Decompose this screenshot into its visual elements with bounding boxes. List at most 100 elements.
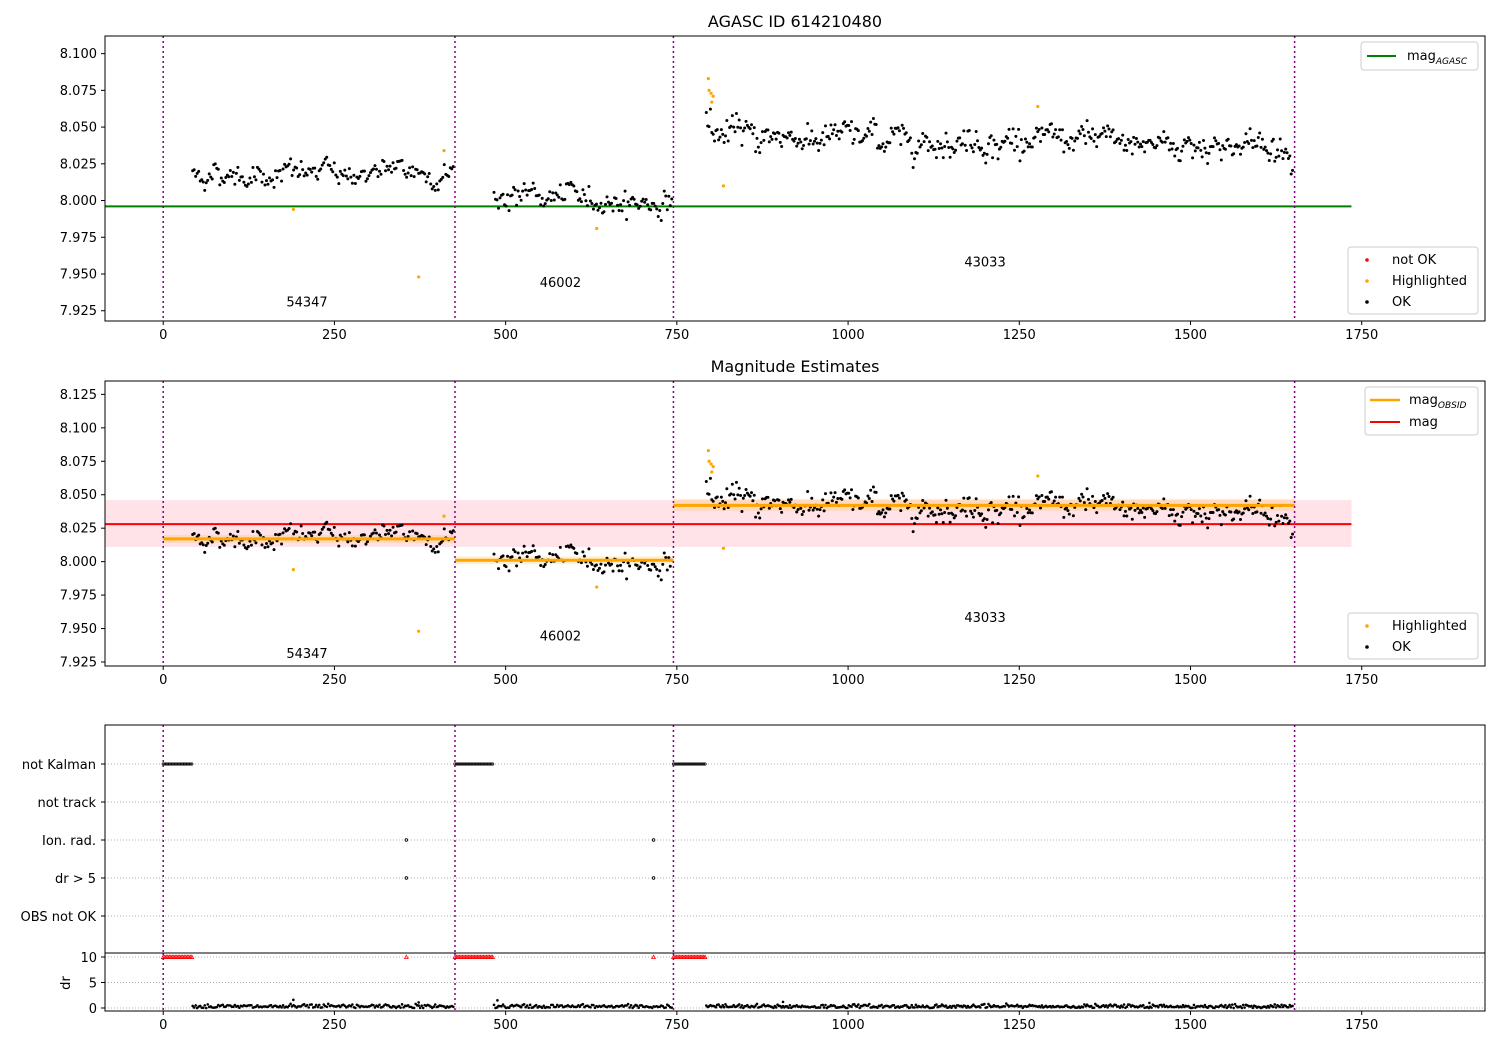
legend-not-ok-marker [1365,258,1369,262]
ok-point [1258,131,1262,135]
ok-point [1047,497,1051,501]
ok-point [605,195,609,199]
ok-point [533,549,537,553]
ok-point [433,550,437,554]
ok-point [1056,135,1060,139]
ok-point [353,181,357,185]
not-kalman-marker [460,762,465,766]
ok-point [234,171,238,175]
legend-not-ok-label: not OK [1392,253,1437,268]
x-tick-label: 250 [322,328,347,343]
ok-point [424,543,428,547]
ok-point [1237,144,1241,148]
ok-point [778,507,782,511]
ok-point [1071,514,1075,518]
ok-point [928,140,932,144]
ok-point [723,134,727,138]
ok-point [539,563,543,567]
ok-point [715,128,719,132]
ok-point [767,140,771,144]
ok-point [751,499,755,503]
ok-point [911,166,915,170]
ok-point [1204,516,1208,520]
ok-point [1141,140,1145,144]
ok-point [1065,506,1069,510]
ok-point [821,131,825,135]
ok-point [1018,524,1022,528]
ok-point [752,493,756,497]
ok-point [974,130,978,134]
ok-point [818,508,822,512]
ok-point [1244,499,1248,503]
ok-point [788,500,792,504]
ok-point [817,514,821,518]
top-plot-area: 54347 46002 43033 [105,36,1352,321]
ok-point [902,126,906,130]
ok-point [391,161,395,165]
ok-point [826,134,830,138]
ok-point [1193,514,1197,518]
ok-point [1282,516,1286,520]
ok-point [933,513,937,517]
dr-point [1040,1004,1044,1007]
ok-point [228,532,232,536]
ok-point [1274,155,1278,159]
ok-point [910,517,914,521]
ok-point [436,550,440,554]
ok-point [390,534,394,538]
ok-point [821,498,825,502]
ok-point [661,562,665,566]
ok-point [206,178,210,182]
ok-point [638,204,642,208]
ok-point [913,157,917,161]
ok-point [531,544,535,548]
ok-point [334,173,338,177]
ok-point [274,169,278,173]
not-kalman-marker [170,762,174,766]
ok-point [533,187,537,191]
not-kalman-marker [459,762,463,766]
ok-point [653,565,657,569]
not-kalman-marker [688,762,692,766]
ok-point [254,178,258,182]
y-tick-label: 8.100 [60,421,97,436]
ok-point [1226,137,1230,141]
ok-point [1129,506,1133,510]
dr-point [932,1006,935,1009]
ok-point [1191,521,1195,525]
ok-point [991,156,995,160]
ok-point [960,508,964,512]
ok-point [713,139,717,143]
dr-point [739,1006,742,1009]
ok-point [819,138,823,142]
ok-point [822,509,826,513]
ok-point [915,517,919,521]
ok-point [412,175,416,179]
ok-point [1025,140,1029,144]
ok-point [594,202,598,206]
ok-point [625,577,629,581]
ok-point [867,129,871,133]
ok-point [1022,149,1026,153]
dr-point [983,1002,986,1006]
ok-point [558,183,562,187]
ok-point [1085,487,1089,491]
ok-point [734,480,738,484]
ok-point [201,180,205,184]
ok-point [224,175,228,179]
dr-point [1104,1004,1108,1007]
ok-point [335,175,339,179]
ok-point [610,562,614,566]
ok-point [1047,130,1051,134]
ok-point [918,145,922,149]
not-kalman-marker [469,762,474,766]
ok-point [1277,154,1281,158]
ok-point [840,130,844,134]
y-tick-label: 7.950 [60,622,97,637]
ok-point [261,172,265,176]
legend-highlighted-label: Highlighted [1392,619,1467,634]
dr-point [788,1003,792,1007]
ok-point [729,124,733,128]
ok-point [289,522,293,526]
ok-point [295,166,299,170]
